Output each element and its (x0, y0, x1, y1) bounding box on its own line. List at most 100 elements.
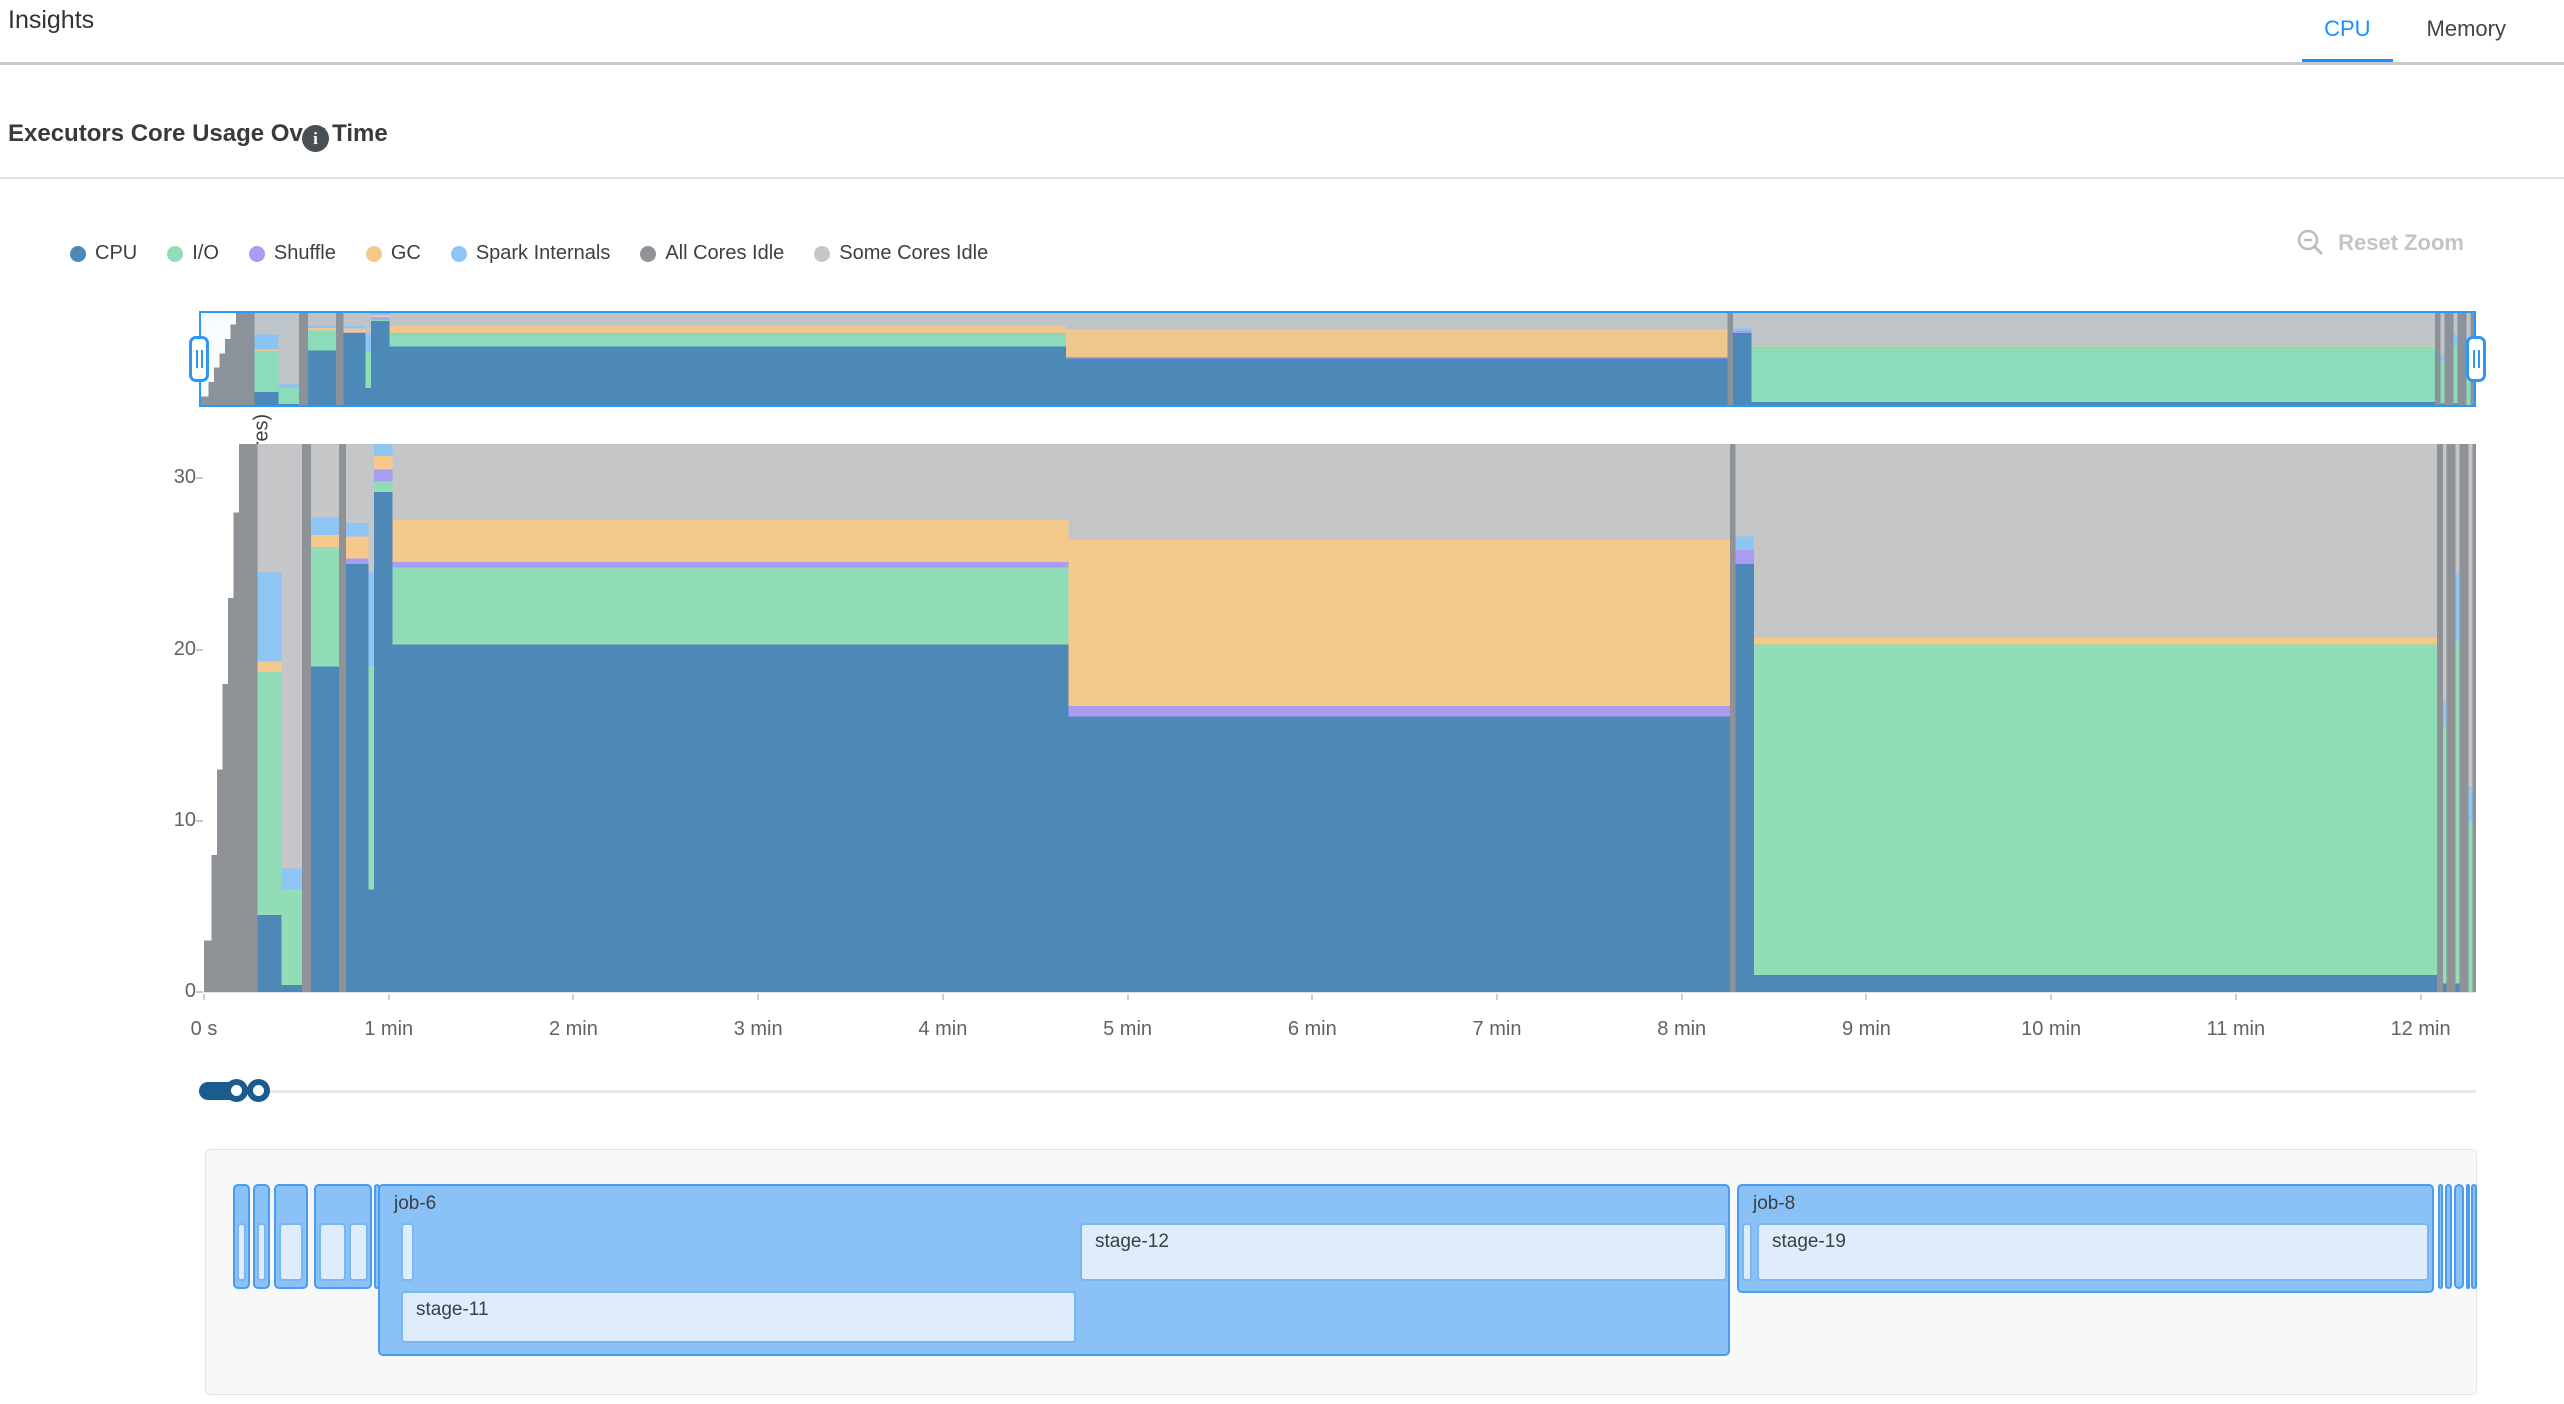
chart-segment-cpu (365, 387, 372, 405)
chart-segment-all_idle (216, 769, 223, 992)
chart-segment-internals (1735, 536, 1754, 551)
x-tick-label: 4 min (918, 1018, 968, 1040)
x-tick-label: 3 min (733, 1018, 783, 1040)
tab-memory[interactable]: Memory (2426, 16, 2506, 41)
gantt-stage-stage-12[interactable]: stage-12 (1080, 1223, 1727, 1281)
gantt-stage[interactable] (257, 1223, 266, 1281)
brush-handle-right[interactable] (2466, 336, 2486, 382)
x-tick-mark (572, 994, 575, 1000)
chart-segment-some_idle (254, 313, 279, 335)
gantt-job[interactable] (2445, 1184, 2452, 1289)
chart-segment-all_idle (2472, 444, 2476, 992)
x-tick-label: 5 min (1103, 1018, 1153, 1040)
chart-segment-some_idle (365, 313, 372, 335)
y-tick-mark (196, 477, 203, 480)
chart-segment-all_idle (298, 313, 309, 405)
chart-segment-io (281, 889, 302, 986)
gantt-job[interactable] (2454, 1184, 2464, 1289)
x-tick-label: 8 min (1657, 1018, 1707, 1040)
gantt-stage-stage-11[interactable]: stage-11 (401, 1291, 1076, 1343)
x-tick-mark (2419, 994, 2422, 1000)
chart-legend: CPU I/O Shuffle GC Spark Internals All Cores … (70, 242, 988, 265)
chart-segment-io (254, 351, 279, 393)
legend-item-gc[interactable]: GC (365, 242, 421, 265)
gantt-job[interactable] (2471, 1184, 2477, 1289)
chart-segment-internals (1732, 328, 1752, 331)
legend-item-io[interactable]: I/O (167, 242, 219, 265)
legend-dot-io (167, 245, 184, 262)
chart-segment-shuffle (392, 562, 1069, 568)
gantt-stage[interactable] (237, 1223, 246, 1281)
chart-segment-internals (343, 326, 366, 329)
job-timeline-panel: job-6 stage-11 stage-12 job-8 stage-19 (205, 1149, 2477, 1395)
info-icon[interactable]: i (302, 125, 329, 152)
timeline-slider-track[interactable] (199, 1090, 2476, 1093)
chart-segment-io (389, 333, 1066, 347)
y-tick-label: 20 (173, 637, 196, 660)
legend-label: GC (390, 242, 421, 264)
gantt-stage-stage-19[interactable]: stage-19 (1757, 1223, 2429, 1281)
tab-bar: CPU Memory (2296, 0, 2534, 64)
chart-segment-internals (2453, 334, 2458, 347)
timeline-slider-handle-right[interactable] (247, 1079, 270, 1102)
timeline-slider-handle-left[interactable] (225, 1079, 248, 1102)
chart-segment-some_idle (389, 313, 1066, 326)
gantt-stage[interactable] (279, 1223, 303, 1281)
chart-segment-some_idle (278, 313, 299, 385)
chart-segment-all_idle (335, 313, 344, 405)
chart-segment-io (373, 481, 393, 492)
chart-segment-io (1753, 644, 2438, 975)
chart-segment-all_idle (222, 683, 229, 992)
chart-segment-all_idle (230, 324, 237, 405)
chart-segment-cpu (392, 644, 1069, 992)
gantt-stage[interactable] (349, 1223, 368, 1281)
chart-segment-io (311, 546, 339, 667)
legend-item-cpu[interactable]: CPU (70, 242, 137, 265)
legend-item-all_idle[interactable]: All Cores Idle (640, 242, 784, 265)
chart-segment-internals (257, 572, 282, 662)
chart-segment-io (2468, 820, 2473, 992)
chart-segment-some_idle (308, 313, 336, 326)
gantt-stage[interactable] (319, 1223, 346, 1281)
reset-zoom-button[interactable]: Reset Zoom (2296, 228, 2464, 258)
chart-segment-shuffle (389, 332, 1066, 334)
chart-segment-shuffle (1068, 706, 1730, 717)
chart-segment-gc (311, 534, 339, 547)
legend-label: All Cores Idle (665, 242, 785, 264)
chart-segment-all_idle (208, 382, 214, 405)
chart-segment-io (278, 387, 299, 404)
chart-segment-shuffle (371, 317, 390, 320)
x-tick-label: 9 min (1841, 1018, 1891, 1040)
chart-segment-some_idle (1753, 444, 2438, 638)
reset-zoom-label: Reset Zoom (2338, 230, 2464, 255)
chart-segment-cpu (1065, 358, 1728, 405)
chart-segment-all_idle (213, 367, 220, 405)
legend-label: I/O (192, 242, 219, 264)
chart-segment-all_idle (204, 940, 212, 992)
chart-segment-io (371, 319, 390, 322)
legend-dot-gc (365, 245, 382, 262)
gantt-job-label: job-8 (1753, 1193, 1796, 1214)
legend-item-shuffle[interactable]: Shuffle (248, 242, 336, 265)
chart-segment-internals (281, 868, 302, 890)
chart-segment-all_idle (2437, 444, 2443, 992)
cpu-usage-chart[interactable] (204, 444, 2476, 992)
gantt-stage[interactable] (401, 1223, 414, 1281)
chart-segment-io (257, 671, 282, 915)
legend-label: Some Cores Idle (839, 242, 989, 264)
overview-chart (201, 313, 2474, 405)
brush-selection[interactable] (201, 313, 2474, 405)
gantt-stage[interactable] (1742, 1223, 1752, 1281)
brush-handle-left[interactable] (189, 336, 209, 382)
chart-segment-all_idle (1729, 444, 1736, 992)
legend-item-some_idle[interactable]: Some Cores Idle (814, 242, 988, 265)
x-tick-mark (2234, 994, 2237, 1000)
chart-segment-some_idle (311, 444, 339, 518)
gantt-job[interactable] (2438, 1184, 2443, 1289)
chart-segment-cpu (346, 563, 369, 992)
legend-item-internals[interactable]: Spark Internals (450, 242, 610, 265)
overview-brush[interactable] (189, 311, 2486, 407)
tab-cpu[interactable]: CPU (2296, 0, 2398, 64)
page-title: Insights (8, 6, 95, 34)
gantt-job[interactable] (2466, 1184, 2470, 1289)
